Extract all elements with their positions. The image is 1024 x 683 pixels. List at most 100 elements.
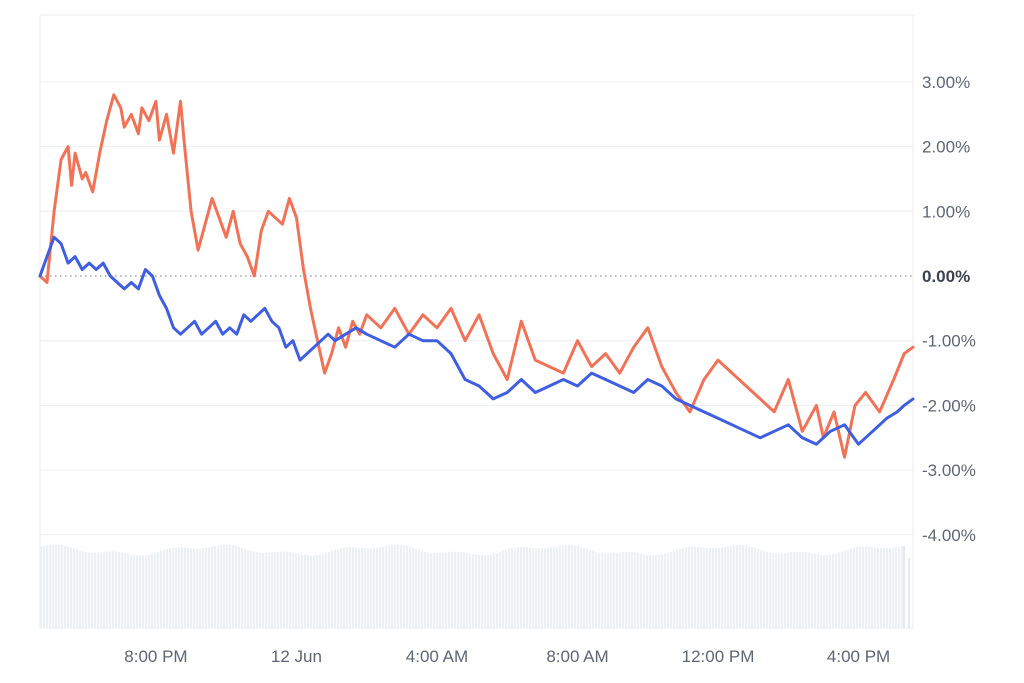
volume-bar (835, 553, 838, 628)
volume-bar (739, 544, 742, 628)
volume-bar (556, 546, 559, 628)
volume-bar (787, 552, 790, 628)
volume-bar (673, 550, 676, 628)
volume-bar (406, 545, 409, 628)
volume-bar (908, 558, 910, 628)
volume-bar (292, 552, 295, 628)
volume-bar (643, 553, 646, 628)
volume-bar (55, 544, 58, 628)
volume-bar (127, 553, 130, 628)
volume-bar (298, 553, 301, 628)
volume-bar (520, 546, 523, 628)
series-lines (38, 93, 915, 459)
volume-bar (778, 553, 781, 628)
y-tick-label-1: 2.00% (922, 138, 970, 157)
volume-bar (862, 546, 865, 628)
volume-bar (91, 552, 94, 628)
volume-bar (664, 553, 667, 628)
series-line-1[interactable] (38, 235, 915, 446)
volume-bar (604, 553, 607, 628)
volume-bar (208, 547, 211, 628)
volume-bar (265, 552, 268, 628)
volume-bar (472, 554, 475, 628)
volume-bar (613, 552, 616, 628)
volume-bar (808, 552, 811, 628)
volume-bar (652, 555, 655, 628)
volume-bar (349, 547, 352, 628)
volume-bar (199, 548, 202, 628)
volume-bar (775, 553, 778, 628)
volume-bar (250, 550, 253, 628)
volume-bar (766, 551, 769, 628)
volume-bar (772, 553, 775, 628)
volume-bar (838, 552, 841, 628)
volume-bar (508, 548, 511, 628)
volume-bar (469, 553, 472, 628)
volume-bar (139, 555, 142, 628)
volume-bar (124, 553, 127, 628)
volume-bar (484, 555, 487, 628)
volume-bar (181, 547, 184, 628)
volume-bar (799, 551, 802, 628)
volume-bar (319, 554, 322, 628)
volume-bar (514, 547, 517, 628)
volume-bar (253, 551, 256, 628)
volume-bar (607, 553, 610, 628)
volume-bar (217, 545, 220, 628)
volume-bar (748, 546, 751, 628)
volume-bar (178, 547, 181, 628)
volume-bar (73, 548, 76, 628)
volume-bar (802, 552, 805, 628)
volume-bar (724, 546, 727, 628)
volume-bar (157, 551, 160, 628)
volume-bar (823, 554, 826, 628)
volume-bars (40, 544, 910, 628)
volume-bar (709, 548, 712, 628)
volume-bar (244, 548, 247, 628)
volume-bar (541, 548, 544, 628)
volume-bar (670, 551, 673, 628)
volume-bar (790, 552, 793, 628)
volume-bar (859, 546, 862, 628)
volume-bar (385, 546, 388, 628)
x-tick-label-0: 8:00 PM (124, 647, 187, 666)
volume-bar (373, 548, 376, 628)
volume-bar (796, 551, 799, 628)
volume-bar (322, 553, 325, 628)
volume-bar (220, 544, 223, 628)
volume-bar (196, 548, 199, 628)
volume-bar (130, 554, 133, 628)
volume-bar (754, 547, 757, 628)
volume-bar (487, 554, 490, 628)
volume-bar (574, 545, 577, 628)
volume-bar (730, 545, 733, 628)
volume-bar (568, 544, 571, 628)
volume-bar (154, 552, 157, 628)
volume-bar (247, 549, 250, 628)
volume-bar (883, 548, 886, 628)
volume-bar (52, 544, 55, 628)
volume-bar (721, 547, 724, 628)
volume-bar (418, 549, 421, 628)
volume-bar (565, 544, 568, 628)
volume-bar (505, 549, 508, 628)
volume-bar (331, 550, 334, 628)
volume-bar (703, 547, 706, 628)
volume-bar (658, 554, 661, 628)
volume-bar (580, 546, 583, 628)
volume-bar (226, 544, 229, 628)
volume-bar (847, 549, 850, 628)
volume-bar (640, 553, 643, 628)
volume-bar (172, 547, 175, 628)
volume-bar (313, 555, 316, 628)
volume-bar (517, 546, 520, 628)
volume-bar (841, 551, 844, 628)
volume-bar (553, 546, 556, 628)
x-tick-label-4: 12:00 PM (682, 647, 755, 666)
volume-bar (829, 554, 832, 628)
volume-bar (361, 548, 364, 628)
volume-bar (442, 552, 445, 628)
y-tick-label-6: -3.00% (922, 461, 976, 480)
volume-bar (46, 545, 49, 628)
